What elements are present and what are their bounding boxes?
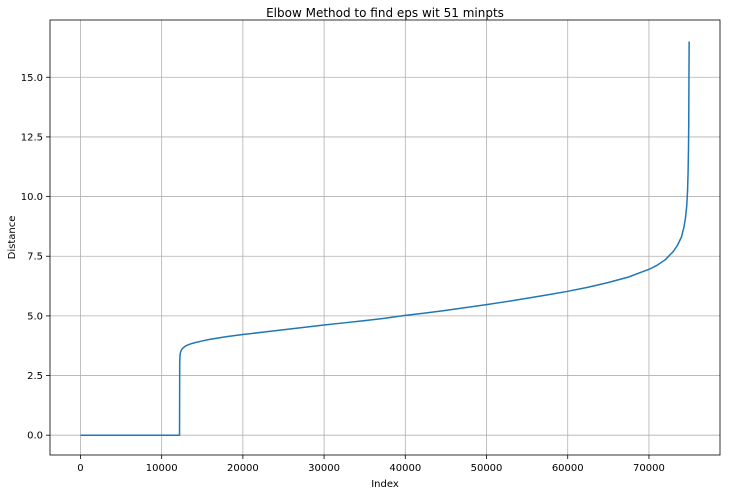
x-tick-label: 0 — [77, 463, 83, 474]
series-line — [80, 41, 690, 436]
x-tick-label: 50000 — [471, 463, 503, 474]
chart-title: Elbow Method to find eps wit 51 minpts — [266, 6, 504, 20]
x-tick-label: 40000 — [389, 463, 421, 474]
y-tick-label: 10.0 — [21, 192, 43, 203]
y-tick-label: 15.0 — [21, 73, 43, 84]
y-axis-label: Distance — [7, 216, 18, 260]
y-axis: 0.0 2.5 5.0 7.5 10.0 12.5 15.0 — [21, 73, 50, 442]
x-tick-label: 20000 — [227, 463, 259, 474]
x-axis: 0 10000 20000 30000 40000 50000 60000 70000 — [77, 455, 665, 474]
axes-frame — [49, 19, 721, 456]
plot-area — [80, 41, 690, 436]
x-tick-label: 60000 — [552, 463, 584, 474]
y-tick-label: 5.0 — [27, 311, 43, 322]
y-tick-label: 2.5 — [27, 371, 43, 382]
x-tick-label: 30000 — [308, 463, 340, 474]
x-axis-label: Index — [371, 479, 399, 490]
y-tick-label: 7.5 — [27, 252, 43, 263]
y-tick-label: 0.0 — [27, 431, 43, 442]
x-tick-label: 70000 — [633, 463, 665, 474]
x-tick-label: 10000 — [146, 463, 178, 474]
grid — [50, 20, 720, 455]
y-tick-label: 12.5 — [21, 132, 43, 143]
